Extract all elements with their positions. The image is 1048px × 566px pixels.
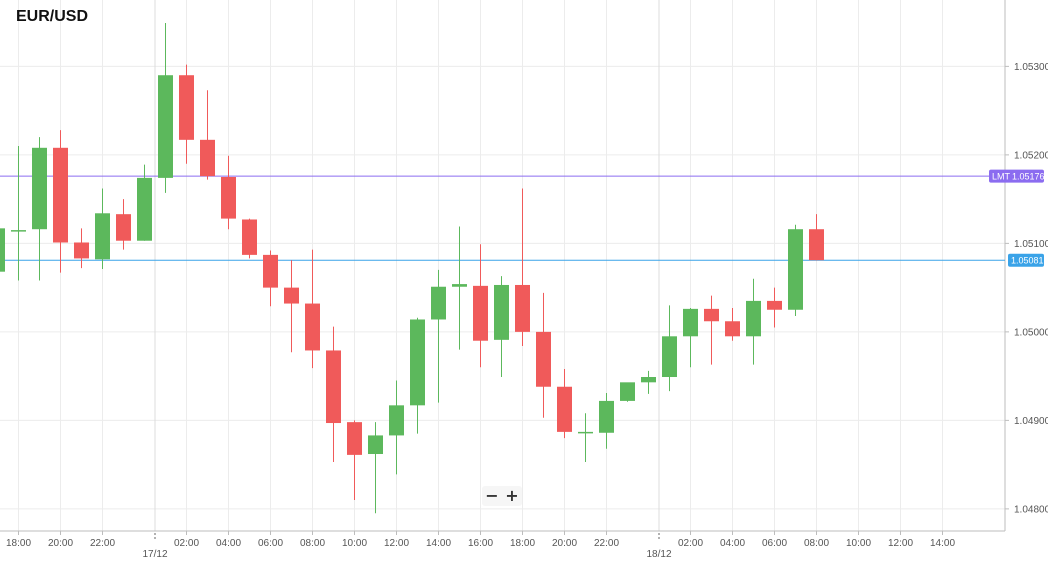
candle-body-up (0, 228, 5, 272)
price-line-value: 1.05176 (1012, 172, 1045, 182)
candle-body-up (662, 336, 677, 378)
candle-body-down (473, 285, 488, 341)
chart-title: EUR/USD (16, 8, 89, 25)
x-tick-label: 14:00 (930, 538, 955, 549)
candle-body-down (347, 422, 362, 455)
candle-body-down (326, 350, 341, 424)
x-tick-label: 06:00 (258, 538, 283, 549)
x-tick-label: 02:00 (174, 538, 199, 549)
candle-body-up (95, 213, 110, 260)
candle-body-down (221, 177, 236, 219)
price-line-value: 1.05081 (1011, 256, 1044, 266)
x-tick-label: 12:00 (888, 538, 913, 549)
zoom-in-button[interactable]: + (505, 486, 519, 505)
candle-body-up (494, 284, 509, 340)
candle-body-down (557, 386, 572, 432)
x-tick-label: 20:00 (552, 538, 577, 549)
candle-body-up (389, 405, 404, 436)
candle-body-down (284, 287, 299, 304)
candle-body-down (263, 254, 278, 288)
candle-body-down (179, 75, 194, 140)
candle-body-up (599, 400, 614, 433)
candle-body-up (683, 308, 698, 337)
x-tick-label: 06:00 (762, 538, 787, 549)
candle-body-up (368, 435, 383, 455)
candle-body-down (116, 214, 131, 241)
candle-body-up (452, 284, 467, 287)
x-tick-label: 04:00 (720, 538, 745, 549)
candle-body-up (137, 177, 152, 241)
zoom-controls: − + (482, 486, 522, 506)
candle-body-down (53, 147, 68, 243)
x-tick-label: 14:00 (426, 538, 451, 549)
x-tick-label: 10:00 (342, 538, 367, 549)
candle-body-down (767, 300, 782, 310)
x-tick-label: 20:00 (48, 538, 73, 549)
x-tick-label: 08:00 (804, 538, 829, 549)
candle-body-down (242, 219, 257, 255)
candle-body-up (11, 230, 26, 232)
price-line-label: LMT (992, 172, 1011, 182)
y-tick-label: 1.05200 (1014, 150, 1048, 161)
y-tick-label: 1.05000 (1014, 327, 1048, 338)
x-tick-label: 18:00 (510, 538, 535, 549)
x-tick-label: 18:00 (6, 538, 31, 549)
candle-body-up (788, 229, 803, 310)
y-tick-label: 1.04800 (1014, 504, 1048, 515)
candle-body-down (515, 284, 530, 332)
candle-body-up (620, 382, 635, 401)
candle-body-down (305, 303, 320, 351)
x-day-label: 18/12 (646, 549, 671, 560)
x-day-label: 17/12 (142, 549, 167, 560)
y-tick-label: 1.05100 (1014, 239, 1048, 250)
price-line-badge (989, 169, 1044, 183)
price-line-badge (1008, 253, 1044, 267)
candle-body-down (725, 321, 740, 337)
candle-body-up (746, 300, 761, 337)
candle-body-up (158, 75, 173, 178)
candle-body-up (431, 286, 446, 320)
candle-body-down (200, 139, 215, 177)
candle-body-down (809, 229, 824, 261)
zoom-out-button[interactable]: − (485, 486, 499, 505)
candle-body-up (578, 431, 593, 434)
x-tick-label: 08:00 (300, 538, 325, 549)
x-tick-label: 10:00 (846, 538, 871, 549)
candle-body-down (74, 242, 89, 259)
y-tick-label: 1.05300 (1014, 62, 1048, 73)
x-tick-label: 22:00 (594, 538, 619, 549)
candle-body-down (704, 308, 719, 322)
x-tick-label: 22:00 (90, 538, 115, 549)
x-tick-label: 12:00 (384, 538, 409, 549)
candle-body-down (536, 331, 551, 387)
x-tick-label: 16:00 (468, 538, 493, 549)
x-tick-label: 02:00 (678, 538, 703, 549)
y-tick-label: 1.04900 (1014, 416, 1048, 427)
x-tick-label: 04:00 (216, 538, 241, 549)
candle-body-up (641, 377, 656, 383)
candle-body-up (32, 147, 47, 230)
candle-body-up (410, 319, 425, 406)
